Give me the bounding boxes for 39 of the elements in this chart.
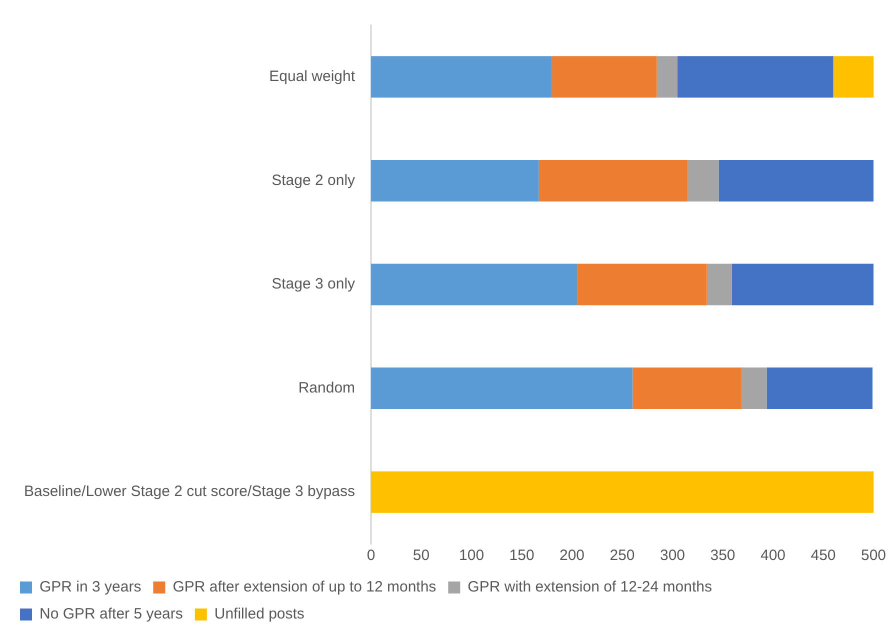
- bar: [371, 471, 874, 513]
- legend-label: No GPR after 5 years: [40, 606, 183, 623]
- x-tick-label: 200: [560, 547, 585, 564]
- x-tick-label: 150: [509, 547, 534, 564]
- x-tick-label: 300: [660, 547, 686, 564]
- x-tick-label: 50: [412, 547, 430, 564]
- bar: [766, 368, 872, 410]
- y-tick-label: Stage 2 only: [272, 172, 356, 189]
- legend-label: Unfilled posts: [214, 606, 304, 623]
- x-tick-label: 250: [610, 547, 635, 564]
- x-tick-label: 400: [760, 547, 786, 564]
- bar: [552, 56, 656, 98]
- x-tick-label: 500: [860, 547, 886, 564]
- legend-label: GPR in 3 years: [40, 578, 142, 596]
- x-tick-label: 100: [459, 547, 484, 564]
- bar: [371, 368, 632, 410]
- bar: [371, 160, 539, 202]
- bar: [833, 56, 874, 98]
- x-tick-label: 450: [810, 547, 836, 564]
- bar: [706, 264, 732, 306]
- bar: [688, 160, 719, 202]
- bar: [577, 264, 707, 306]
- bar: [718, 160, 874, 202]
- y-tick-label: Baseline/Lower Stage 2 cut score/Stage 3 bypass: [24, 483, 356, 500]
- y-tick-label: Random: [298, 379, 356, 396]
- bar: [732, 264, 874, 306]
- y-tick-label: Equal weight: [269, 68, 356, 86]
- bar: [656, 56, 678, 98]
- legend-label: GPR after extension of up to 12 months: [172, 578, 436, 596]
- bar: [371, 264, 578, 306]
- y-tick-label: Stage 3 only: [272, 276, 356, 293]
- bar: [632, 368, 742, 410]
- x-tick-label: 350: [710, 547, 736, 564]
- bar: [678, 56, 834, 98]
- x-tick-label: 0: [366, 547, 376, 564]
- bar: [538, 160, 688, 202]
- bar: [371, 56, 552, 98]
- legend-label: GPR with extension of 12-24 months: [468, 578, 712, 596]
- bar: [742, 368, 767, 410]
